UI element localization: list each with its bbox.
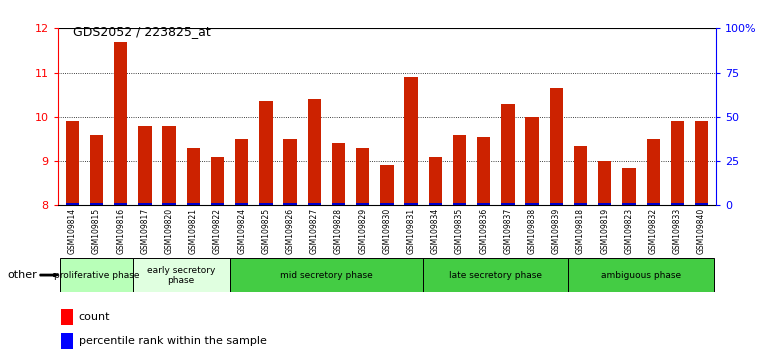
Bar: [695, 202, 708, 205]
Bar: [114, 42, 127, 205]
Bar: [622, 168, 635, 205]
Text: GSM109822: GSM109822: [213, 208, 222, 254]
Bar: [114, 202, 127, 205]
Bar: [477, 202, 490, 205]
Text: other: other: [8, 270, 38, 280]
Text: GSM109814: GSM109814: [68, 208, 77, 254]
Text: percentile rank within the sample: percentile rank within the sample: [79, 336, 266, 346]
Text: GSM109835: GSM109835: [455, 208, 464, 254]
Bar: [380, 166, 393, 205]
Text: GSM109827: GSM109827: [310, 208, 319, 254]
Bar: [550, 88, 563, 205]
Text: GSM109839: GSM109839: [552, 208, 561, 254]
Text: GSM109817: GSM109817: [140, 208, 149, 254]
Bar: [453, 135, 466, 205]
Text: GSM109815: GSM109815: [92, 208, 101, 254]
Text: GSM109831: GSM109831: [407, 208, 416, 254]
Bar: [61, 333, 73, 349]
Text: early secretory
phase: early secretory phase: [147, 266, 216, 285]
Text: GSM109820: GSM109820: [165, 208, 173, 254]
Bar: [404, 77, 418, 205]
Bar: [598, 202, 611, 205]
Bar: [139, 202, 152, 205]
Bar: [283, 202, 296, 205]
Text: late secretory phase: late secretory phase: [450, 271, 542, 280]
Bar: [211, 157, 224, 205]
Bar: [90, 202, 103, 205]
Bar: [647, 202, 660, 205]
Bar: [598, 161, 611, 205]
Text: GSM109833: GSM109833: [673, 208, 682, 254]
Bar: [568, 258, 714, 292]
Bar: [695, 121, 708, 205]
Bar: [162, 126, 176, 205]
Bar: [525, 117, 539, 205]
Text: GSM109840: GSM109840: [697, 208, 706, 254]
Text: GSM109834: GSM109834: [431, 208, 440, 254]
Bar: [61, 309, 73, 325]
Bar: [429, 157, 442, 205]
Bar: [229, 258, 424, 292]
Text: ambiguous phase: ambiguous phase: [601, 271, 681, 280]
Text: GDS2052 / 223825_at: GDS2052 / 223825_at: [73, 25, 211, 38]
Text: GSM109826: GSM109826: [286, 208, 295, 254]
Bar: [65, 121, 79, 205]
Text: GSM109818: GSM109818: [576, 208, 585, 254]
Text: GSM109830: GSM109830: [383, 208, 391, 254]
Text: GSM109823: GSM109823: [624, 208, 634, 254]
Bar: [308, 202, 321, 205]
Text: proliferative phase: proliferative phase: [54, 271, 139, 280]
Bar: [132, 258, 229, 292]
Text: GSM109824: GSM109824: [237, 208, 246, 254]
Bar: [332, 202, 345, 205]
Bar: [356, 202, 370, 205]
Text: GSM109837: GSM109837: [504, 208, 513, 254]
Bar: [186, 202, 200, 205]
Text: count: count: [79, 312, 110, 322]
Bar: [139, 126, 152, 205]
Text: mid secretory phase: mid secretory phase: [280, 271, 373, 280]
Bar: [308, 99, 321, 205]
Text: GSM109832: GSM109832: [648, 208, 658, 254]
Bar: [90, 135, 103, 205]
Bar: [235, 202, 249, 205]
Bar: [60, 258, 132, 292]
Bar: [424, 258, 568, 292]
Text: GSM109825: GSM109825: [261, 208, 270, 254]
Bar: [259, 101, 273, 205]
Bar: [429, 202, 442, 205]
Bar: [525, 202, 539, 205]
Bar: [477, 137, 490, 205]
Bar: [501, 202, 514, 205]
Bar: [453, 202, 466, 205]
Text: GSM109819: GSM109819: [601, 208, 609, 254]
Bar: [186, 148, 200, 205]
Bar: [211, 202, 224, 205]
Bar: [65, 202, 79, 205]
Text: GSM109829: GSM109829: [358, 208, 367, 254]
Bar: [162, 202, 176, 205]
Bar: [235, 139, 249, 205]
Bar: [671, 202, 684, 205]
Bar: [501, 103, 514, 205]
Text: GSM109816: GSM109816: [116, 208, 126, 254]
Bar: [332, 143, 345, 205]
Bar: [622, 202, 635, 205]
Bar: [259, 202, 273, 205]
Bar: [671, 121, 684, 205]
Bar: [404, 202, 418, 205]
Text: GSM109836: GSM109836: [479, 208, 488, 254]
Bar: [550, 202, 563, 205]
Bar: [574, 145, 588, 205]
Bar: [356, 148, 370, 205]
Bar: [283, 139, 296, 205]
Text: GSM109838: GSM109838: [527, 208, 537, 254]
Text: GSM109821: GSM109821: [189, 208, 198, 254]
Bar: [647, 139, 660, 205]
Bar: [574, 202, 588, 205]
Text: GSM109828: GSM109828: [334, 208, 343, 254]
Bar: [380, 202, 393, 205]
